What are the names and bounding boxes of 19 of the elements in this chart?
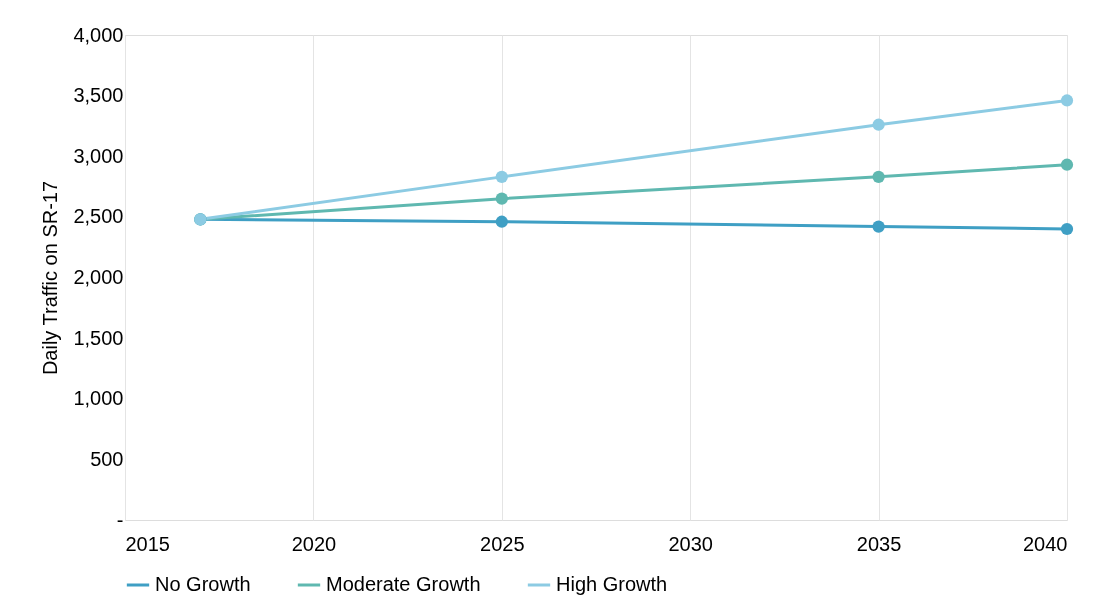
x-tick-label: 2035 (856, 532, 902, 555)
legend-label: No Growth (155, 573, 251, 595)
x-tick-label: 2020 (291, 532, 337, 555)
x-tick-label: 2015 (125, 532, 170, 555)
y-tick-label: 2,000 (73, 266, 124, 288)
y-tick-label: 4,000 (73, 23, 124, 46)
y-tick-label: 3,000 (73, 144, 124, 167)
x-tick-label: 2030 (668, 532, 713, 555)
y-tick-label: 2,500 (73, 205, 124, 228)
x-tick-label: 2025 (480, 532, 525, 555)
y-tick-label: - (116, 508, 124, 531)
y-axis-title: Daily Traffic on SR-17 (39, 180, 62, 376)
x-tick-label: 2040 (1023, 532, 1068, 555)
y-tick-label: 1,000 (73, 387, 124, 410)
legend-label: Moderate Growth (326, 573, 481, 595)
y-tick-label: 500 (90, 447, 124, 470)
y-tick-label: 3,500 (73, 84, 124, 107)
legend-label: High Growth (556, 573, 668, 595)
y-tick-label: 1,500 (73, 326, 124, 349)
